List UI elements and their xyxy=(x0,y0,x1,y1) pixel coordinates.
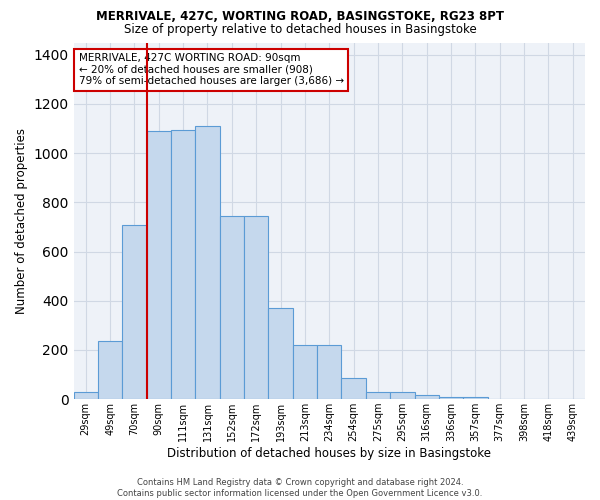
Bar xyxy=(268,308,293,399)
Bar xyxy=(341,378,366,399)
Text: MERRIVALE, 427C, WORTING ROAD, BASINGSTOKE, RG23 8PT: MERRIVALE, 427C, WORTING ROAD, BASINGSTO… xyxy=(96,10,504,23)
Bar xyxy=(220,216,244,399)
Text: Contains HM Land Registry data © Crown copyright and database right 2024.
Contai: Contains HM Land Registry data © Crown c… xyxy=(118,478,482,498)
Bar xyxy=(122,224,146,399)
Bar xyxy=(293,345,317,399)
X-axis label: Distribution of detached houses by size in Basingstoke: Distribution of detached houses by size … xyxy=(167,447,491,460)
Bar xyxy=(171,130,196,399)
Text: MERRIVALE, 427C WORTING ROAD: 90sqm
← 20% of detached houses are smaller (908)
7: MERRIVALE, 427C WORTING ROAD: 90sqm ← 20… xyxy=(79,53,344,86)
Bar xyxy=(146,131,171,399)
Bar xyxy=(415,394,439,399)
Bar xyxy=(74,392,98,399)
Bar xyxy=(366,392,390,399)
Bar xyxy=(463,396,488,399)
Bar xyxy=(244,216,268,399)
Bar xyxy=(317,345,341,399)
Bar xyxy=(390,392,415,399)
Bar xyxy=(439,396,463,399)
Bar xyxy=(98,342,122,399)
Y-axis label: Number of detached properties: Number of detached properties xyxy=(15,128,28,314)
Text: Size of property relative to detached houses in Basingstoke: Size of property relative to detached ho… xyxy=(124,22,476,36)
Bar xyxy=(196,126,220,399)
